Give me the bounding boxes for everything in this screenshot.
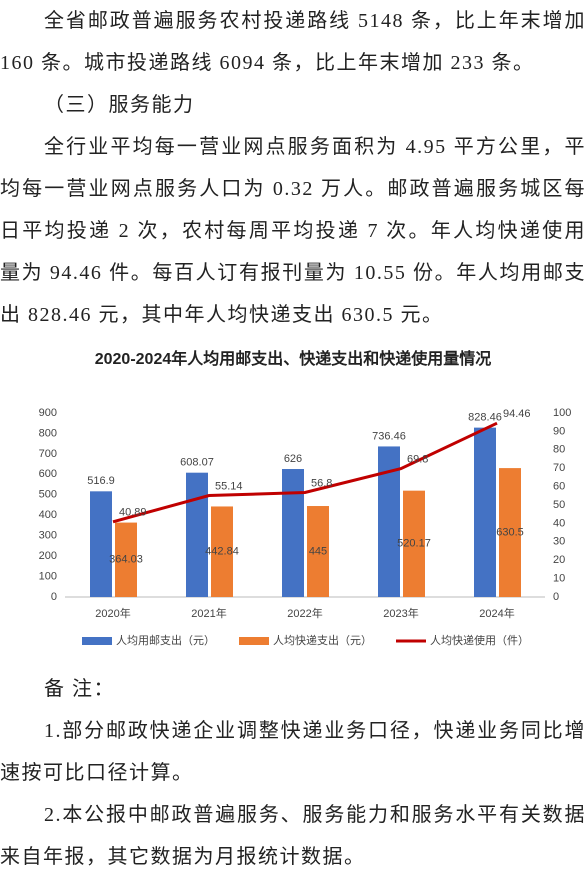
y-tick-label: 700: [39, 448, 57, 460]
y-tick-label: 0: [51, 591, 57, 603]
note: 2.本公报中邮政普遍服务、服务能力和服务水平有关数据来自年报，其它数据为月报统计…: [0, 804, 586, 868]
section-heading: （三）服务能力: [44, 94, 195, 116]
legend-swatch: [82, 637, 112, 645]
y2-tick-label: 10: [553, 573, 565, 585]
y-tick-label: 300: [39, 530, 57, 542]
y2-tick-label: 100: [553, 407, 571, 419]
y-tick-label: 600: [39, 468, 57, 480]
x-tick-label: 2024年: [479, 606, 514, 620]
data-label: 626: [284, 453, 302, 465]
y2-tick-label: 50: [553, 499, 565, 511]
data-label: 520.17: [397, 538, 431, 550]
y-tick-label: 400: [39, 509, 57, 521]
bar: [307, 506, 329, 597]
y2-tick-label: 80: [553, 444, 565, 456]
y-tick-label: 500: [39, 489, 57, 501]
y2-tick-label: 90: [553, 425, 565, 437]
data-label: 56.8: [311, 477, 332, 489]
y2-tick-label: 40: [553, 517, 565, 529]
notes-heading: 备 注：: [44, 678, 115, 700]
note: 1.部分邮政快递企业调整快递业务口径，快递业务同比增速按可比口径计算。: [0, 720, 586, 784]
data-label: 442.84: [205, 546, 239, 558]
legend-swatch: [239, 637, 269, 645]
x-tick-label: 2022年: [287, 606, 322, 620]
data-label: 608.07: [180, 457, 214, 469]
chart: 0 100 200 300 400 500 600 700 800 900 0 10 20 30 40 50 6…: [39, 407, 572, 647]
y-tick-label: 900: [39, 407, 57, 419]
x-tick-label: 2021年: [191, 606, 226, 620]
paragraph: 全省邮政普遍服务农村投递路线 5148 条，比上年末增加 160 条。城市投递路…: [0, 10, 586, 74]
y2-tick-label: 20: [553, 554, 565, 566]
data-label: 445: [309, 545, 327, 557]
y-tick-label: 800: [39, 427, 57, 439]
legend-label: 人均快递使用（件）: [430, 633, 529, 647]
x-tick-label: 2023年: [383, 606, 418, 620]
y-tick-label: 200: [39, 550, 57, 562]
bar: [474, 427, 496, 597]
bar: [403, 490, 425, 597]
data-label: 94.46: [503, 408, 531, 420]
data-label: 40.89: [119, 507, 147, 519]
y2-tick-label: 70: [553, 462, 565, 474]
legend-label: 人均用邮支出（元）: [116, 633, 215, 647]
y2-tick-label: 60: [553, 481, 565, 493]
bar: [186, 472, 208, 597]
x-tick-label: 2020年: [95, 606, 130, 620]
bar: [115, 522, 137, 597]
bar: [378, 446, 400, 597]
paragraph: 全行业平均每一营业网点服务面积为 4.95 平方公里，平均每一营业网点服务人口为…: [0, 136, 586, 326]
bar: [211, 506, 233, 597]
data-label: 516.9: [87, 475, 115, 487]
data-label: 828.46: [468, 412, 502, 424]
data-label: 736.46: [372, 430, 406, 442]
chart-title: 2020-2024年人均用邮支出、快递支出和快递使用量情况: [94, 351, 492, 368]
data-label: 630.5: [496, 526, 524, 538]
legend-label: 人均快递支出（元）: [273, 633, 372, 647]
y2-tick-label: 0: [553, 591, 559, 603]
y2-tick-label: 30: [553, 536, 565, 548]
bar: [90, 491, 112, 597]
data-label: 69.8: [407, 453, 428, 465]
y-tick-label: 100: [39, 570, 57, 582]
bar: [499, 468, 521, 597]
bar: [282, 469, 304, 597]
data-label: 55.14: [215, 480, 243, 492]
line-series: [112, 421, 498, 524]
data-label: 364.03: [109, 554, 143, 566]
